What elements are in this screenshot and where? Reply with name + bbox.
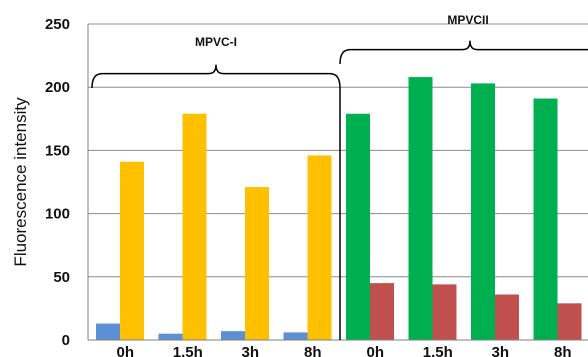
bar: [408, 77, 433, 340]
bar: [182, 113, 207, 340]
bar: [96, 323, 120, 340]
bar: [432, 284, 457, 340]
y-tick-label: 0: [62, 332, 70, 349]
y-axis-title: Fluorescence intensity: [11, 97, 30, 267]
axes: [87, 24, 588, 341]
bar: [283, 332, 308, 340]
bar: [557, 303, 582, 340]
gridlines: [88, 23, 588, 278]
bar: [471, 83, 495, 341]
y-tick-label: 100: [45, 206, 70, 223]
group-bracket-mpvc-i: [91, 64, 341, 89]
group-label-mpvc-i: MPVC-I: [195, 35, 237, 49]
x-tick-label: 0h: [366, 344, 384, 357]
group-bracket-mpvcii: [339, 40, 588, 65]
bar: [120, 161, 144, 340]
y-tick-label: 50: [53, 269, 70, 286]
bar: [158, 333, 183, 340]
bar: [495, 294, 519, 340]
bar: [346, 113, 370, 340]
bar: [307, 155, 332, 340]
y-tick-label: 200: [45, 79, 70, 96]
x-tick-label: 8h: [304, 344, 322, 357]
bar: [221, 331, 245, 340]
group-brackets: [91, 40, 588, 89]
labels: 0 50 100 150 200 250 0h 1.5h 3h 8h 0h 1.5h 3h 8h MPVC-…: [45, 13, 572, 357]
bars: [96, 77, 582, 341]
x-tick-label: 8h: [554, 344, 572, 357]
bar: [533, 98, 558, 341]
x-tick-label: 3h: [491, 344, 509, 357]
x-tick-label: 0h: [116, 344, 134, 357]
x-tick-label: 1.5h: [423, 344, 453, 357]
bar: [370, 283, 394, 340]
y-tick-label: 250: [45, 16, 70, 33]
x-tick-label: 1.5h: [173, 344, 203, 357]
y-tick-label: 150: [45, 142, 70, 159]
bar: [245, 187, 269, 340]
x-tick-label: 3h: [241, 344, 259, 357]
group-label-mpvcii: MPVCII: [447, 13, 488, 27]
